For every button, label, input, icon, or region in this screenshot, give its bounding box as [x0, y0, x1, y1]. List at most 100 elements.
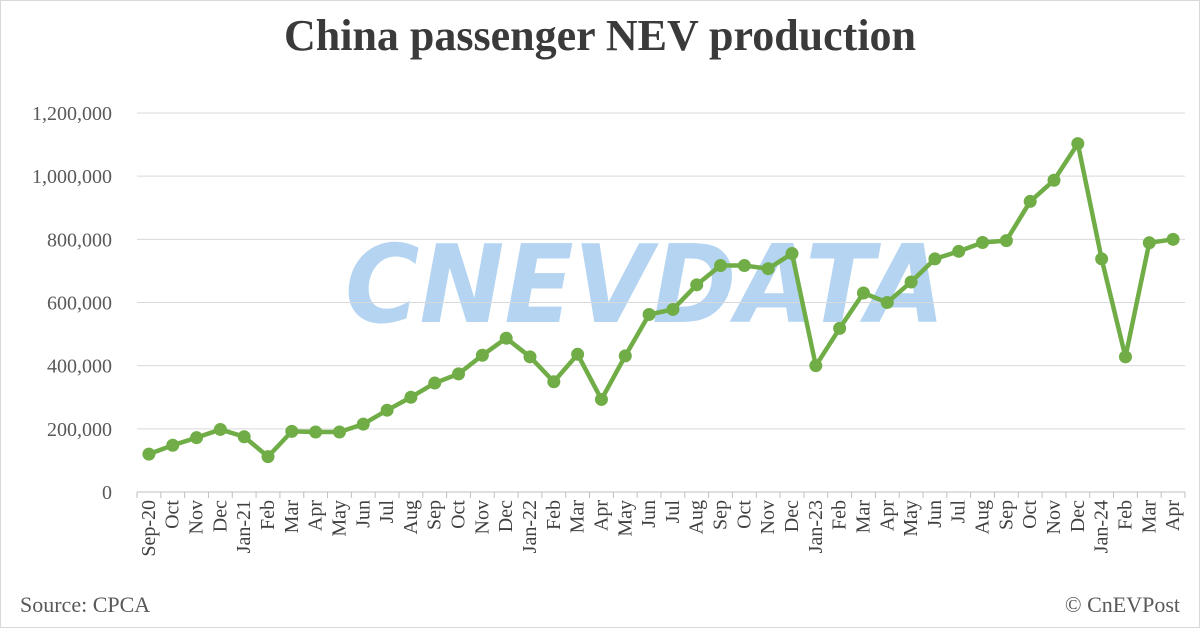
y-tick-label: 600,000: [47, 293, 112, 315]
x-tick-label: Sep: [424, 500, 446, 530]
x-tick-label: Oct: [162, 500, 184, 529]
data-point: [523, 350, 537, 364]
data-point: [952, 244, 966, 258]
x-tick-label: Jul: [662, 500, 684, 524]
data-point: [237, 430, 251, 444]
watermark-text: CNEVDATA: [345, 223, 945, 348]
data-point: [261, 450, 275, 464]
x-tick-label: Apr: [876, 500, 898, 531]
data-point: [1023, 194, 1037, 208]
data-point: [928, 252, 942, 266]
x-tick-label: Oct: [448, 500, 470, 529]
x-tick-label: Sep: [710, 500, 732, 530]
x-tick-label: Dec: [495, 500, 517, 532]
data-point: [332, 425, 346, 439]
data-point: [1071, 137, 1085, 151]
x-tick-label: Mar: [567, 500, 589, 534]
data-point: [213, 422, 227, 436]
x-tick-label: Nov: [471, 500, 493, 534]
y-tick-label: 1,000,000: [32, 166, 112, 188]
x-tick-label: Jan-24: [1091, 500, 1113, 553]
x-tick-label: Apr: [1162, 500, 1184, 531]
data-point: [1095, 252, 1109, 266]
x-tick-label: Sep: [995, 500, 1017, 530]
data-point: [380, 403, 394, 417]
data-point: [1166, 232, 1180, 246]
x-tick-label: Sep-20: [138, 500, 160, 557]
data-point: [976, 235, 990, 249]
x-tick-label: Nov: [1043, 500, 1065, 534]
data-point: [1047, 173, 1061, 187]
y-tick-label: 0: [102, 482, 112, 504]
data-point: [1142, 236, 1156, 250]
data-point: [309, 425, 323, 439]
x-tick-label: Apr: [590, 500, 612, 531]
data-point: [809, 359, 823, 373]
x-tick-label: Jun: [638, 500, 660, 528]
data-point: [880, 296, 894, 309]
y-tick-label: 400,000: [47, 356, 112, 378]
data-point: [618, 349, 632, 363]
x-tick-label: Jul: [376, 500, 398, 524]
data-point: [1118, 350, 1132, 364]
x-tick-label: Mar: [1138, 500, 1160, 534]
x-tick-label: Dec: [1067, 500, 1089, 532]
x-tick-label: Nov: [186, 500, 208, 534]
x-tick-label: May: [900, 500, 922, 537]
data-point: [594, 392, 608, 406]
data-point: [452, 367, 466, 381]
copyright-note: © CnEVPost: [1064, 592, 1180, 617]
x-tick-label: May: [328, 500, 350, 537]
x-tick-label: Dec: [209, 500, 231, 532]
x-tick-label: Nov: [757, 500, 779, 534]
x-tick-label: Apr: [305, 500, 327, 531]
data-point: [666, 302, 680, 316]
y-tick-label: 200,000: [47, 419, 112, 441]
data-point: [761, 262, 775, 276]
x-tick-label: Feb: [257, 500, 279, 530]
data-point: [714, 259, 728, 273]
data-point: [737, 259, 751, 273]
x-tick-label: Jun: [924, 500, 946, 528]
x-tick-label: Dec: [781, 500, 803, 532]
x-tick-label: Aug: [686, 500, 708, 534]
data-point: [142, 447, 156, 461]
data-point: [690, 278, 704, 292]
x-tick-label: Oct: [1019, 500, 1041, 529]
x-tick-label: Jan-23: [805, 500, 827, 553]
x-tick-label: May: [614, 500, 636, 537]
x-tick-label: Feb: [1114, 500, 1136, 530]
data-point: [285, 424, 299, 438]
x-tick-label: Mar: [852, 500, 874, 534]
x-tick-label: Mar: [281, 500, 303, 534]
y-tick-label: 1,200,000: [32, 103, 112, 125]
x-tick-label: Feb: [829, 500, 851, 530]
data-point: [190, 431, 204, 445]
x-tick-label: Aug: [400, 500, 422, 534]
data-point: [499, 331, 513, 345]
data-point: [571, 347, 585, 361]
data-point: [856, 286, 870, 300]
data-point: [475, 348, 489, 362]
y-tick-label: 800,000: [47, 229, 112, 251]
data-point: [166, 438, 180, 452]
x-tick-label: Jun: [352, 500, 374, 528]
x-tick-label: Jan-22: [519, 500, 541, 553]
x-tick-label: Jan-21: [233, 500, 255, 553]
data-point: [547, 375, 561, 389]
data-point: [404, 390, 418, 404]
data-point: [785, 247, 799, 261]
x-tick-label: Jul: [948, 500, 970, 524]
x-tick-label: Aug: [972, 500, 994, 534]
chart-title: China passenger NEV production: [283, 11, 917, 60]
x-tick-label: Feb: [543, 500, 565, 530]
data-point: [904, 275, 918, 289]
source-note: Source: CPCA: [20, 592, 151, 617]
data-point: [999, 234, 1013, 248]
x-tick-label: Oct: [733, 500, 755, 529]
data-point: [356, 417, 370, 431]
data-point: [642, 308, 656, 322]
data-point: [833, 321, 847, 335]
